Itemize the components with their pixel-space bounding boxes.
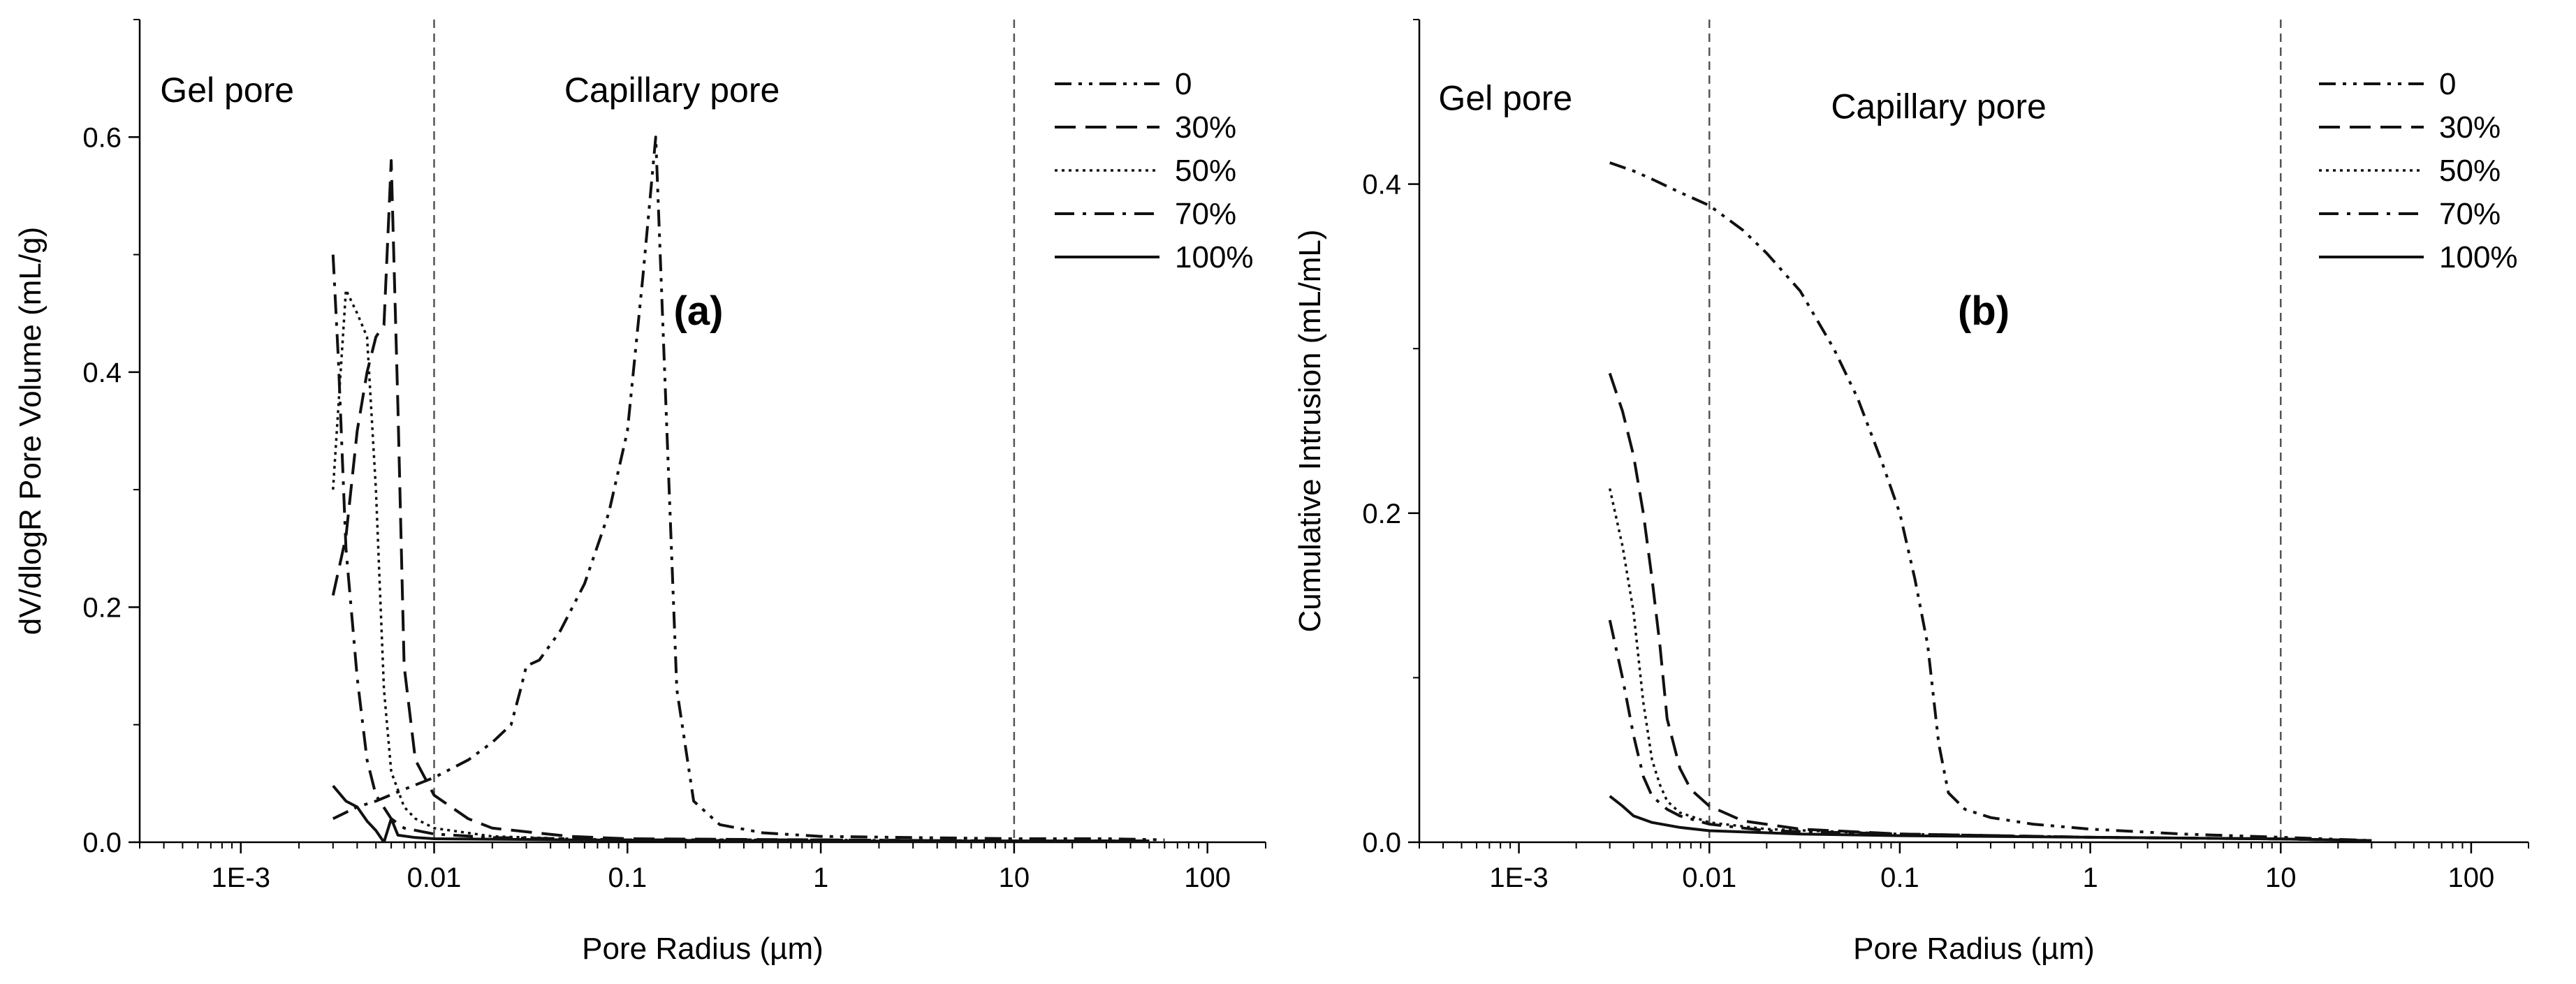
y-tick-label: 0.0 bbox=[82, 828, 122, 858]
x-tick-label: 1E-3 bbox=[1489, 862, 1549, 893]
legend: 0 30% 50% 70% 100% bbox=[2319, 67, 2518, 274]
legend-label: 70% bbox=[2439, 197, 2501, 231]
chart-panel-b: 1E-3 0.01 0.1 1 10 100 0.0 0.2 0.4 Pore Radius (µ… bbox=[1293, 19, 2529, 966]
series-line-50pct bbox=[1608, 488, 2372, 842]
legend-label: 50% bbox=[2439, 154, 2501, 188]
legend-label: 30% bbox=[2439, 110, 2501, 145]
legend-label: 70% bbox=[1175, 197, 1236, 231]
y-tick-label: 0.2 bbox=[82, 592, 122, 623]
x-tick-label: 0.01 bbox=[407, 862, 462, 893]
x-axis-title: Pore Radius (µm) bbox=[582, 932, 824, 966]
legend-label: 0 bbox=[2439, 67, 2456, 101]
legend-label: 30% bbox=[1175, 110, 1236, 145]
y-tick-label: 0.4 bbox=[1362, 170, 1401, 200]
series-group bbox=[1608, 161, 2372, 842]
x-tick-label: 0.1 bbox=[1880, 862, 1919, 893]
series-group bbox=[331, 135, 1165, 842]
x-axis-title: Pore Radius (µm) bbox=[1853, 932, 2095, 966]
x-tick-label: 0.1 bbox=[608, 862, 647, 893]
panel-label: (b) bbox=[1958, 288, 2010, 334]
series-line-100pct bbox=[1609, 795, 2372, 842]
chart-panel-a: 1E-3 0.01 0.1 1 10 100 0.0 0.2 0.4 0.6 Pore Radius… bbox=[13, 19, 1266, 966]
x-tick-label: 100 bbox=[1184, 862, 1231, 893]
y-axis-title: Cumulative Intrusion (mL/mL) bbox=[1293, 229, 1327, 632]
y-tick-label: 0.2 bbox=[1362, 499, 1401, 529]
x-tick-label: 10 bbox=[999, 862, 1030, 893]
series-line-50pct bbox=[332, 288, 1150, 842]
panel-label: (a) bbox=[674, 288, 724, 334]
series-line-100pct bbox=[332, 784, 1150, 842]
x-tick-label: 0.01 bbox=[1682, 862, 1736, 893]
series-line-0 bbox=[332, 135, 1165, 842]
series-line-0 bbox=[1609, 161, 2372, 842]
legend: 0 30% 50% 70% 100% bbox=[1055, 67, 1254, 274]
region-label: Gel pore bbox=[160, 71, 294, 110]
y-tick-label: 0.4 bbox=[82, 358, 122, 388]
series-line-70pct bbox=[331, 254, 1150, 842]
series-line-30pct bbox=[1608, 372, 2372, 842]
x-tick-label: 10 bbox=[2265, 862, 2297, 893]
region-label: Capillary pore bbox=[564, 71, 780, 110]
region-label: Capillary pore bbox=[1831, 87, 2046, 126]
legend-label: 50% bbox=[1175, 154, 1236, 188]
y-axis-title: dV/dlogR Pore Volume (mL/g) bbox=[13, 227, 47, 636]
y-tick-label: 0.0 bbox=[1362, 828, 1401, 858]
legend-label: 100% bbox=[2439, 240, 2518, 274]
x-tick-label: 1 bbox=[2082, 862, 2098, 893]
series-line-70pct bbox=[1608, 619, 2372, 842]
y-tick-label: 0.6 bbox=[82, 122, 122, 153]
legend-label: 0 bbox=[1175, 67, 1192, 101]
region-label: Gel pore bbox=[1438, 79, 1572, 118]
legend-label: 100% bbox=[1175, 240, 1254, 274]
x-tick-label: 100 bbox=[2448, 862, 2495, 893]
x-tick-label: 1E-3 bbox=[211, 862, 270, 893]
series-line-30pct bbox=[331, 159, 1150, 842]
x-tick-label: 1 bbox=[813, 862, 828, 893]
